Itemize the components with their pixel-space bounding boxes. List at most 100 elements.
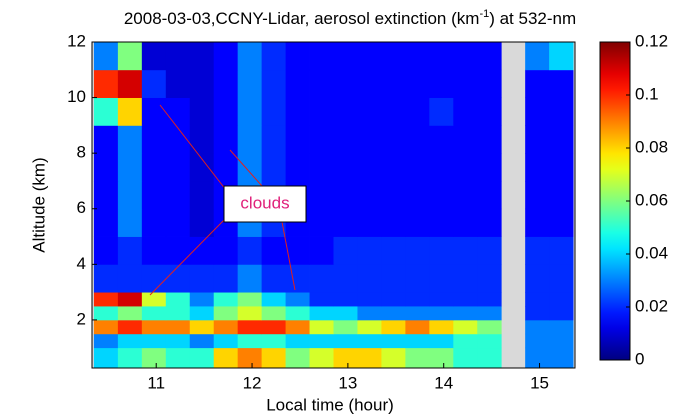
y-tick-label: 4 (77, 254, 86, 273)
heatmap-cell (453, 347, 478, 368)
y-tick-label: 2 (77, 309, 86, 328)
heatmap-cell (117, 333, 143, 349)
heatmap-cell (141, 97, 167, 126)
heatmap-cell (333, 42, 358, 71)
heatmap-cell (309, 333, 334, 349)
colorbar: 0 0.02 0.04 0.06 0.08 0.1 0.12 (599, 31, 668, 368)
heatmap-cell (429, 264, 454, 293)
heatmap-cell (261, 347, 286, 368)
heatmap-cell (117, 97, 143, 126)
heatmap-cell (261, 69, 286, 98)
heatmap-cell (117, 69, 143, 98)
heatmap-cell (309, 180, 334, 210)
heatmap-cell (429, 153, 454, 182)
pointer (281, 221, 296, 291)
heatmap-cell (333, 153, 358, 182)
heatmap-cell (453, 42, 478, 71)
heatmap-cell (453, 292, 478, 307)
heatmap-cell (333, 333, 358, 349)
heatmap-cell (189, 306, 215, 321)
heatmap-cell (117, 347, 143, 368)
heatmap-cell (453, 208, 478, 237)
heatmap-cell (429, 319, 454, 335)
heatmap-cell (333, 125, 358, 154)
pointer (149, 217, 227, 296)
heatmap-cell (549, 306, 574, 321)
heatmap-cell (477, 180, 502, 210)
heatmap-cell (477, 319, 502, 335)
heatmap-cell (117, 42, 143, 71)
heatmap-cell (381, 292, 406, 307)
heatmap-cell (333, 347, 358, 368)
heatmap-cell (357, 42, 382, 71)
heatmap-cell (429, 42, 454, 71)
heatmap-cell (549, 264, 574, 293)
chart-title: 2008-03-03,CCNY-Lidar, aerosol extinctio… (124, 8, 576, 29)
heatmap-cell (261, 97, 286, 126)
heatmap-cell (213, 292, 239, 307)
heatmap-cell (261, 236, 286, 265)
heatmap-cell (165, 319, 191, 335)
colorbar-tick-label: 0.12 (635, 31, 668, 50)
heatmap-cell (189, 153, 215, 182)
heatmap-cell (165, 97, 191, 126)
heatmap-cell (165, 153, 191, 182)
heatmap-cell (525, 208, 550, 237)
heatmap-cell (189, 333, 215, 349)
heatmap-cell (261, 125, 286, 154)
heatmap-cell (165, 306, 191, 321)
heatmap-cell (477, 333, 502, 349)
heatmap-cell (405, 306, 430, 321)
heatmap-cell (549, 236, 574, 265)
heatmap-cell (141, 236, 167, 265)
pointer (229, 149, 263, 187)
heatmap-cell (93, 236, 119, 265)
heatmap-cell (429, 236, 454, 265)
heatmap-cell (261, 153, 286, 182)
heatmap-cell (93, 333, 119, 349)
heatmap-cell (141, 208, 167, 237)
heatmap-cell (429, 125, 454, 154)
heatmap-cell (285, 125, 310, 154)
heatmap-cell (309, 292, 334, 307)
heatmap-cell (141, 319, 167, 335)
heatmap-cell (189, 264, 215, 293)
heatmap-cell (453, 153, 478, 182)
heatmap-cell (237, 42, 263, 71)
heatmap-cell (429, 69, 454, 98)
heatmap-cell (165, 42, 191, 71)
heatmap-cell (429, 208, 454, 237)
heatmap-cell (381, 69, 406, 98)
heatmap-cell (549, 347, 574, 368)
heatmap-cell (405, 125, 430, 154)
heatmap-cell (405, 333, 430, 349)
heatmap-cell (381, 347, 406, 368)
x-tick-label: 11 (147, 373, 165, 392)
heatmap-cell (117, 180, 143, 210)
heatmap-cell (405, 236, 430, 265)
heatmap-cell (213, 42, 239, 71)
heatmap-cell (333, 264, 358, 293)
heatmap-cell (381, 333, 406, 349)
heatmap-cell (333, 306, 358, 321)
heatmap-cell (549, 153, 574, 182)
heatmap-cell (525, 292, 550, 307)
heatmap-cell (525, 69, 550, 98)
heatmap-cell (549, 125, 574, 154)
heatmap-cell (357, 264, 382, 293)
heatmap-cell (333, 236, 358, 265)
heatmap-cell (213, 306, 239, 321)
colorbar-scale (599, 41, 631, 361)
heatmap-cell (309, 42, 334, 71)
y-tick-label: 10 (67, 87, 86, 106)
heatmap-cell (237, 292, 263, 307)
heatmap-cell (285, 306, 310, 321)
heatmap-cell (141, 153, 167, 182)
heatmap-cell (141, 42, 167, 71)
heatmap-cell (381, 264, 406, 293)
heatmap-cell (165, 69, 191, 98)
x-tick-label: 14 (434, 373, 453, 392)
y-tick-label: 8 (77, 143, 86, 162)
heatmap-cell (141, 125, 167, 154)
heatmap-cell (405, 42, 430, 71)
